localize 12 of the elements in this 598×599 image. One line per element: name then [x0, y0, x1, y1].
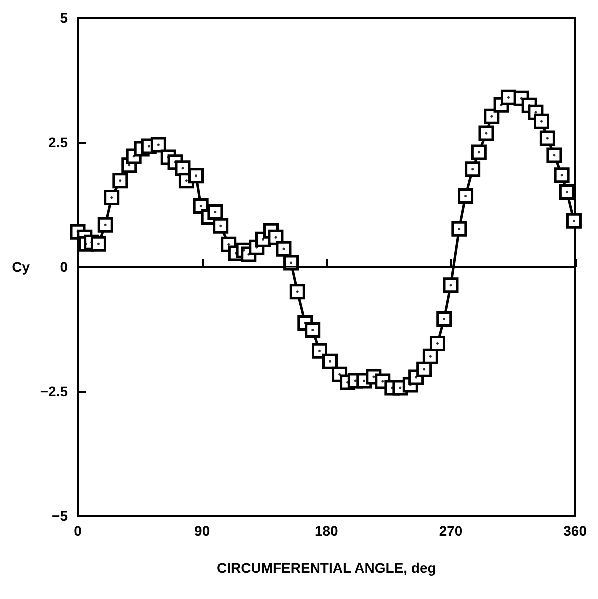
x-tick-label: 270	[439, 523, 463, 539]
y-tick-label: −5	[52, 508, 68, 524]
x-tick-label: 90	[194, 523, 210, 539]
x-tick-label: 360	[564, 523, 588, 539]
x-axis-title: CIRCUMFERENTIAL ANGLE, deg	[216, 560, 436, 576]
x-tick-label: 0	[74, 523, 82, 539]
y-tick-label: 5	[60, 10, 68, 26]
y-axis-title: Cy	[12, 259, 30, 275]
y-tick-label: 0	[60, 259, 68, 275]
y-tick-label: 2.5	[48, 134, 68, 150]
x-tick-label: 180	[314, 523, 339, 539]
y-tick-label: −2.5	[40, 384, 68, 400]
